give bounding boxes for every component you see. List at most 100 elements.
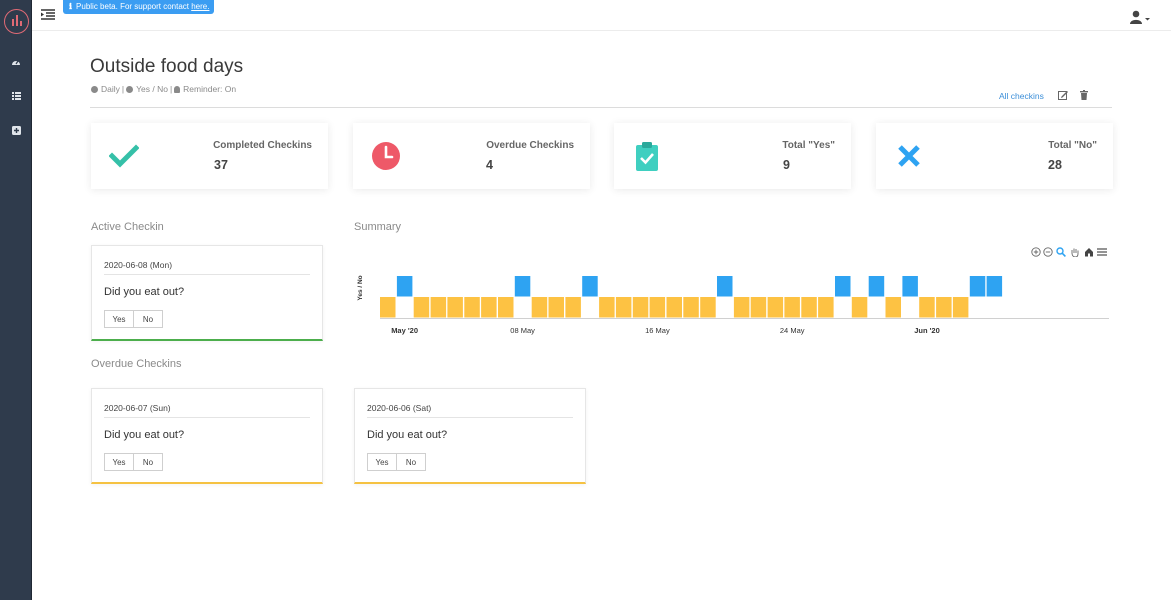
summary-chart-svg: Yes / No May '20 08 May 16 May 24 May Jun '2…: [357, 275, 1109, 335]
chart-bar-no-2020-05-23: [767, 297, 784, 318]
support-link[interactable]: here.: [191, 2, 210, 11]
chart-bar-no-2020-05-05: [464, 297, 480, 318]
chart-bar-no-2020-06-02: [936, 297, 952, 318]
user-menu-icon[interactable]: [1130, 10, 1150, 24]
chart-bar-no-2020-05-02: [413, 297, 430, 318]
chart-bar-no-2020-05-07: [498, 297, 514, 318]
overdue-checkin-card: 2020-06-06 (Sat) Did you eat out? Yes No: [354, 388, 586, 484]
meta-reminder: Reminder: On: [183, 84, 237, 94]
summary-chart: Yes / No May '20 08 May 16 May 24 May Jun '2…: [352, 244, 1112, 340]
chart-bar-yes-2020-05-08: [514, 276, 531, 297]
checkin-meta: Daily | Yes / No | Reminder: On: [91, 84, 236, 94]
menu-toggle-icon[interactable]: [41, 9, 55, 21]
chart-bar-yes-2020-05-12: [582, 276, 598, 297]
no-button[interactable]: No: [397, 453, 426, 471]
dashboard-icon: [12, 60, 20, 65]
yes-button[interactable]: Yes: [104, 453, 134, 471]
sidebar: [0, 0, 32, 600]
check-circle-icon: [126, 85, 134, 93]
chart-bar-no-2020-05-30: [885, 297, 901, 318]
x-tick-label: May '20: [391, 326, 418, 335]
stat-value: 4: [486, 158, 493, 172]
zoom-in-icon[interactable]: [1031, 247, 1041, 257]
checkin-date: 2020-06-06 (Sat): [367, 403, 432, 413]
chart-bar-yes-2020-05-01: [396, 276, 413, 297]
x-icon: [898, 145, 920, 167]
chart-bar-yes-2020-05-29: [868, 276, 885, 297]
edit-icon[interactable]: [1058, 90, 1068, 100]
yes-button[interactable]: Yes: [367, 453, 397, 471]
stat-card-completed: Completed Checkins 37: [91, 123, 328, 189]
chart-bar-no-2020-05-13: [599, 297, 615, 318]
checkin-date: 2020-06-08 (Mon): [104, 260, 173, 270]
chart-bar-no-2020-05-10: [548, 297, 564, 318]
chart-bar-yes-2020-05-31: [902, 276, 918, 297]
chart-bar-yes-2020-05-20: [717, 276, 733, 297]
chart-bar-yes-2020-05-27: [835, 276, 851, 297]
yes-button[interactable]: Yes: [104, 310, 134, 328]
chart-bar-no-2020-05-09: [531, 297, 548, 318]
meta-frequency: Daily: [101, 84, 120, 94]
chart-bar-no-2020-05-21: [733, 297, 750, 318]
info-icon: ℹ: [69, 2, 73, 11]
chart-bar-no-2020-04-30: [380, 297, 396, 318]
clock-icon: [91, 85, 98, 93]
chart-bar-no-2020-05-25: [801, 297, 817, 318]
chart-menu-icon[interactable]: [1097, 247, 1107, 257]
sidebar-item-dashboard[interactable]: [0, 53, 32, 71]
stat-card-total-yes: Total "Yes" 9: [614, 123, 851, 189]
page-title: Outside food days: [90, 56, 244, 77]
chart-bar-no-2020-06-01: [919, 297, 935, 318]
chart-bar-no-2020-05-03: [430, 297, 447, 318]
stat-card-total-no: Total "No" 28: [876, 123, 1113, 189]
chart-bar-no-2020-06-03: [952, 297, 969, 318]
sidebar-item-list[interactable]: [0, 87, 32, 105]
stat-card-overdue: Overdue Checkins 4: [353, 123, 590, 189]
sidebar-item-add[interactable]: [0, 121, 32, 139]
checkin-date: 2020-06-07 (Sun): [104, 403, 171, 413]
no-button[interactable]: No: [134, 453, 163, 471]
clipboard-check-icon: [636, 142, 658, 171]
summary-heading: Summary: [354, 221, 402, 233]
x-tick-label: 08 May: [510, 326, 535, 335]
stat-value: 28: [1048, 158, 1062, 172]
stat-value: 37: [214, 158, 228, 172]
meta-type: Yes / No: [136, 84, 168, 94]
bell-icon: [174, 85, 181, 93]
header-divider: [90, 107, 1112, 108]
top-bar: ℹ Public beta. For support contact here.: [32, 0, 1171, 31]
checkin-question: Did you eat out?: [367, 429, 448, 441]
chart-bar-no-2020-05-14: [615, 297, 632, 318]
stat-label: Overdue Checkins: [486, 140, 574, 151]
all-checkins-link[interactable]: All checkins: [999, 91, 1044, 101]
zoom-out-icon[interactable]: [1043, 247, 1053, 257]
checkin-question: Did you eat out?: [104, 286, 185, 298]
x-tick-label: 24 May: [780, 326, 805, 335]
chart-bar-no-2020-05-18: [683, 297, 699, 318]
answer-buttons: Yes No: [104, 310, 163, 328]
x-tick-label: Jun '20: [914, 326, 940, 335]
chart-bar-yes-2020-06-05: [986, 276, 1003, 297]
active-checkin-card: 2020-06-08 (Mon) Did you eat out? Yes No: [91, 245, 323, 341]
answer-buttons: Yes No: [367, 453, 426, 471]
chart-bar-no-2020-05-11: [565, 297, 581, 318]
pan-icon[interactable]: [1070, 247, 1080, 257]
chart-bar-no-2020-05-17: [666, 297, 682, 318]
check-icon: [109, 144, 139, 168]
x-tick-label: 16 May: [645, 326, 670, 335]
selection-zoom-icon[interactable]: [1056, 247, 1066, 257]
active-checkin-heading: Active Checkin: [91, 221, 164, 233]
overdue-checkins-heading: Overdue Checkins: [91, 358, 182, 370]
beta-banner: ℹ Public beta. For support contact here.: [63, 0, 215, 14]
reset-zoom-icon[interactable]: [1084, 247, 1094, 257]
plus-square-icon: [11, 125, 21, 135]
list-icon: [11, 92, 21, 100]
app-logo[interactable]: [4, 9, 29, 34]
no-button[interactable]: No: [134, 310, 163, 328]
trash-icon[interactable]: [1079, 90, 1089, 100]
chart-bar-no-2020-05-28: [851, 297, 868, 318]
stat-label: Total "Yes": [782, 140, 835, 151]
overdue-checkin-card: 2020-06-07 (Sun) Did you eat out? Yes No: [91, 388, 323, 484]
stat-label: Total "No": [1048, 140, 1097, 151]
chart-bar-no-2020-05-06: [481, 297, 497, 318]
